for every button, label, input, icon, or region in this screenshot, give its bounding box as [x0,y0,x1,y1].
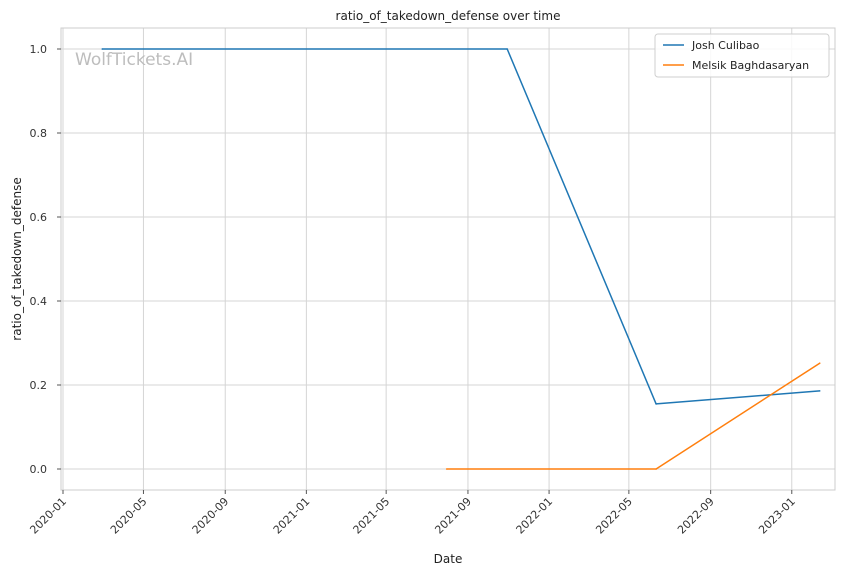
y-tick-label: 0.0 [30,463,48,476]
legend: Josh Culibao Melsik Baghdasaryan [654,33,830,78]
chart-title: ratio_of_takedown_defense over time [336,9,561,23]
data-point [655,403,657,405]
y-tick-label: 0.6 [30,211,48,224]
y-tick-label: 1.0 [30,43,48,56]
watermark-text: WolfTickets.AI [75,50,193,70]
legend-label: Melsik Baghdasaryan [692,59,809,72]
y-axis-ticks: 0.0 0.2 0.4 0.6 0.8 1.0 [30,43,61,476]
data-point [818,362,821,364]
y-tick-label: 0.4 [30,295,48,308]
data-point [818,390,821,392]
data-point [655,468,657,470]
data-point [445,468,448,470]
data-point [506,48,508,50]
grid-lines [61,28,835,490]
y-tick-label: 0.2 [30,379,48,392]
plot-frame [60,27,836,491]
data-point [101,48,104,50]
y-axis-title: ratio_of_takedown_defense [10,177,24,340]
x-axis-title: Date [434,552,463,566]
legend-box [654,33,830,78]
legend-label: Josh Culibao [691,39,760,52]
series-line-josh-culibao [102,48,820,405]
series-lines [101,48,821,470]
y-tick-label: 0.8 [30,127,48,140]
